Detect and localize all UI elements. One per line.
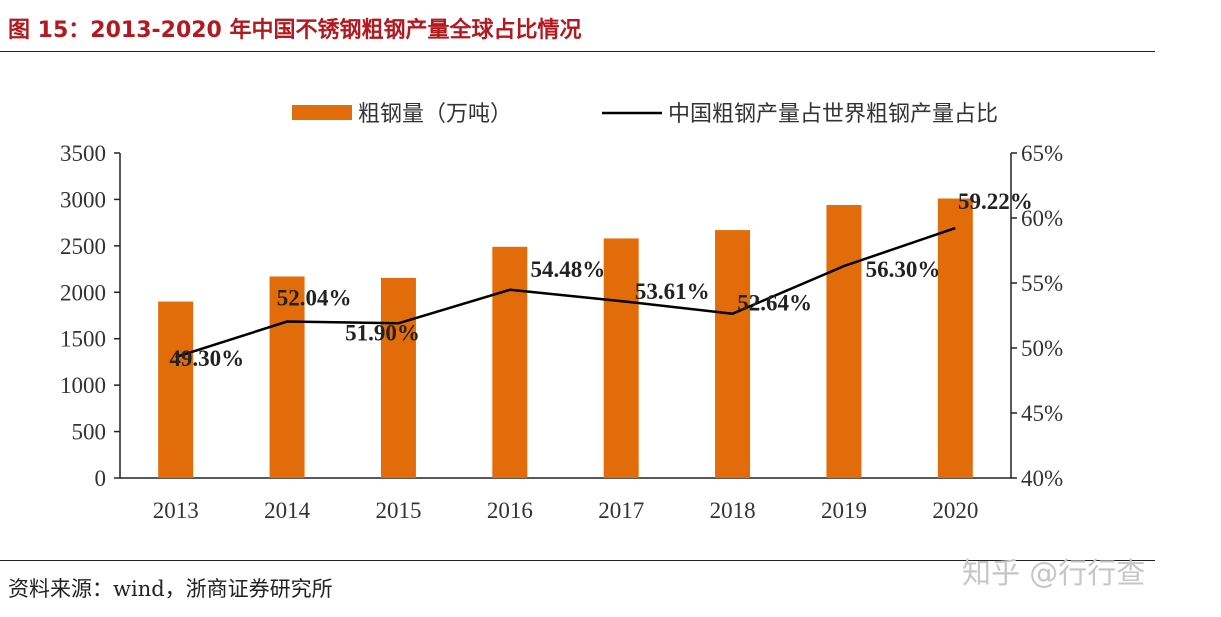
bar-series xyxy=(158,198,973,478)
bar-2018 xyxy=(715,230,751,478)
bar-2016 xyxy=(492,246,528,478)
y-left-tick-label: 1000 xyxy=(60,373,106,398)
x-tick-label: 2014 xyxy=(264,498,311,523)
bar-2013 xyxy=(158,301,194,478)
legend-label-bar: 粗钢量（万吨） xyxy=(358,102,512,127)
y-right-ticks: 40% 45% 50% 55% 60% 65% xyxy=(1011,141,1063,491)
chart: 粗钢量（万吨） 中国粗钢产量占世界粗钢产量占比 0 500 1000 1500 2000… xyxy=(60,102,1063,523)
bar-2020 xyxy=(937,198,973,478)
bar-2017 xyxy=(603,238,639,478)
y-left-tick-label: 0 xyxy=(95,466,107,491)
x-ticks: 2013 2014 2015 2016 2017 2018 2019 2020 xyxy=(153,498,979,523)
watermark: 知乎 @行行查 xyxy=(962,556,1146,590)
legend-label-line: 中国粗钢产量占世界粗钢产量占比 xyxy=(668,102,998,127)
x-tick-label: 2018 xyxy=(710,498,756,523)
y-left-tick-label: 3000 xyxy=(60,187,106,212)
bar-2015 xyxy=(380,277,416,478)
y-right-tick-label: 50% xyxy=(1021,336,1063,361)
legend-swatch-bar xyxy=(292,105,352,120)
x-tick-label: 2020 xyxy=(932,498,978,523)
data-label-2014: 52.04% xyxy=(277,285,352,310)
chart-legend: 粗钢量（万吨） 中国粗钢产量占世界粗钢产量占比 xyxy=(292,102,998,127)
source-note: 资料来源：wind，浙商证券研究所 xyxy=(8,577,333,601)
data-label-2013: 49.30% xyxy=(169,346,244,371)
figure-title: 图 15：2013-2020 年中国不锈钢粗钢产量全球占比情况 xyxy=(8,18,582,43)
bar-2014 xyxy=(269,276,305,478)
y-right-tick-label: 65% xyxy=(1021,141,1063,166)
data-label-2017: 53.61% xyxy=(635,279,710,304)
x-tick-label: 2013 xyxy=(153,498,199,523)
y-right-tick-label: 55% xyxy=(1021,271,1063,296)
data-label-2019: 56.30% xyxy=(866,257,941,282)
y-left-tick-label: 3500 xyxy=(60,141,106,166)
y-right-tick-label: 40% xyxy=(1021,466,1063,491)
line-data-labels: 49.30% 52.04% 51.90% 54.48% 53.61% 52.64% 56.3… xyxy=(169,189,1032,371)
x-tick-label: 2019 xyxy=(821,498,867,523)
y-right-tick-label: 45% xyxy=(1021,401,1063,426)
x-tick-label: 2017 xyxy=(598,498,644,523)
title-divider xyxy=(0,51,1155,52)
source-divider xyxy=(0,560,1155,561)
y-left-tick-label: 2000 xyxy=(60,280,106,305)
chart-axes xyxy=(119,153,1012,479)
data-label-2015: 51.90% xyxy=(345,320,420,345)
share-line xyxy=(175,226,956,359)
bar-2019 xyxy=(826,205,862,478)
y-left-tick-label: 500 xyxy=(72,420,107,445)
y-left-tick-label: 2500 xyxy=(60,234,106,259)
data-label-2018: 52.64% xyxy=(737,291,812,316)
y-left-ticks: 0 500 1000 1500 2000 2500 3000 3500 xyxy=(60,141,120,491)
x-tick-label: 2016 xyxy=(487,498,533,523)
data-label-2020: 59.22% xyxy=(958,189,1033,214)
x-tick-label: 2015 xyxy=(375,498,421,523)
y-right-tick-label: 60% xyxy=(1021,206,1063,231)
data-label-2016: 54.48% xyxy=(530,257,605,282)
y-left-tick-label: 1500 xyxy=(60,327,106,352)
